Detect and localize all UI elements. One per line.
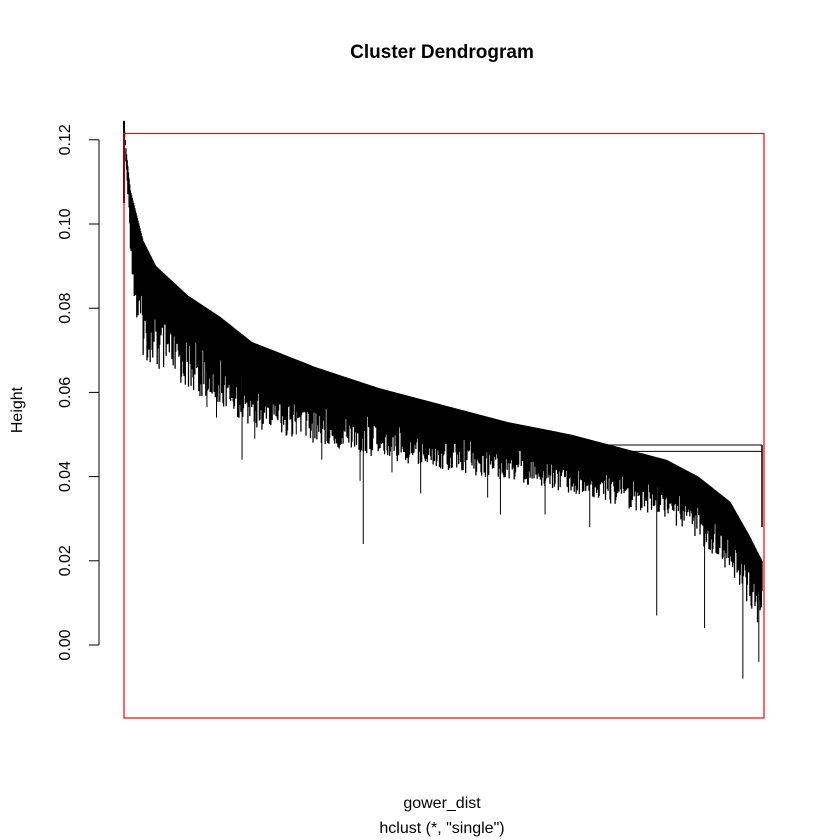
chart-title: Cluster Dendrogram [350,42,534,63]
y-tick-label: 0.00 [57,629,74,660]
dendrogram-tree [123,120,763,679]
x-axis-label: gower_dist [403,795,481,812]
y-tick-label: 0.06 [57,377,74,408]
y-tick-label: 0.12 [57,124,74,155]
y-axis: 0.00 0.02 0.04 0.06 0.08 0.10 0.12 [57,124,100,661]
y-tick-label: 0.08 [57,293,74,324]
y-axis-label: Height [9,386,26,433]
leaf-bundle [123,131,763,623]
y-tick-label: 0.02 [57,545,74,576]
y-tick-label: 0.10 [57,208,74,239]
cluster-highlight-rect [123,132,765,719]
cluster-rect [123,132,765,719]
y-tick-label: 0.04 [57,461,74,492]
method-sublabel: hclust (*, "single") [379,820,504,837]
